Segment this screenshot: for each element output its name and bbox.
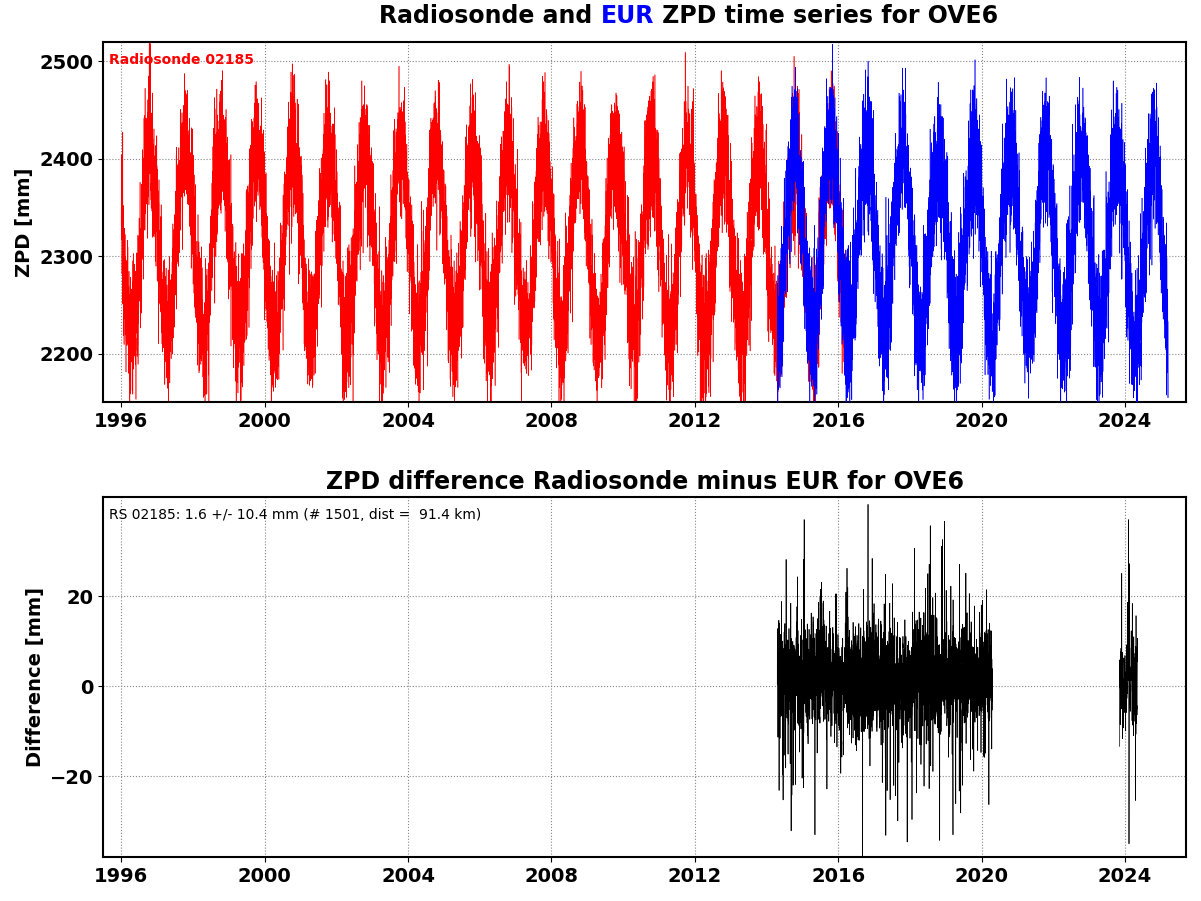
Y-axis label: Difference [mm]: Difference [mm] xyxy=(25,587,44,768)
Text: EUR: EUR xyxy=(600,4,653,28)
Text: ZPD time series for OVE6: ZPD time series for OVE6 xyxy=(653,4,998,28)
Text: RS 02185: 1.6 +/- 10.4 mm (# 1501, dist =  91.4 km): RS 02185: 1.6 +/- 10.4 mm (# 1501, dist … xyxy=(109,508,480,522)
Title: ZPD difference Radiosonde minus EUR for OVE6: ZPD difference Radiosonde minus EUR for … xyxy=(325,469,963,494)
Text: Radiosonde and: Radiosonde and xyxy=(380,4,600,28)
Y-axis label: ZPD [mm]: ZPD [mm] xyxy=(14,168,34,277)
Text: Radiosonde 02185: Radiosonde 02185 xyxy=(109,53,253,67)
